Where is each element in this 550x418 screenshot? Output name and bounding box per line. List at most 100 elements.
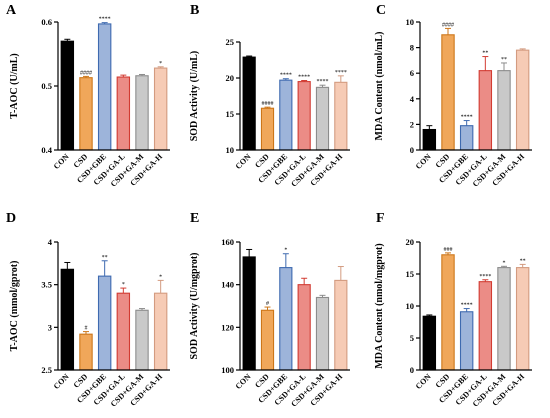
y-tick-label: 10 [226, 145, 235, 155]
bar-csd [79, 77, 93, 151]
y-axis-label: SOD Activity (U/mgprot) [189, 252, 200, 359]
significance-marker: # [85, 326, 88, 332]
bar-csd-ga-l [297, 284, 311, 371]
significance-marker: ** [501, 57, 507, 63]
bar-csd-gbe [279, 79, 293, 151]
y-tick-label: 0 [410, 145, 414, 155]
significance-marker: ** [102, 255, 108, 261]
bar-csd-gbe [279, 267, 293, 371]
significance-marker: **** [461, 303, 473, 309]
significance-marker: * [122, 282, 125, 288]
bar-con [422, 315, 437, 371]
y-tick-label: 15 [226, 109, 235, 119]
y-tick-label: 140 [221, 280, 234, 290]
chart-panel-a: AT-AOC (U/mL)0.40.50.6CON####CSD****CSD+… [6, 3, 170, 189]
significance-marker: #### [80, 70, 92, 76]
y-axis-label: MDA Content (nmol/mgprot) [374, 243, 385, 368]
bar-con [60, 40, 75, 151]
bar-csd-ga-m [135, 309, 149, 371]
y-tick-label: 3.5 [41, 280, 52, 290]
bar-csd-ga-h [153, 292, 168, 371]
bar-csd-ga-h [334, 279, 348, 371]
bar-csd [260, 309, 275, 371]
bar-csd-ga-h [153, 67, 168, 151]
bar-csd-gbe [97, 275, 112, 371]
chart-panel-e: E SOD Activity (U/mgprot) 100 120 140 160 CON #… [189, 211, 350, 409]
bar-csd [441, 254, 455, 371]
category-label: CON [52, 152, 71, 171]
bar-csd-gbe [459, 125, 474, 151]
panel-letter: E [190, 211, 199, 226]
bar-csd-ga-m [135, 75, 149, 151]
significance-marker: #### [442, 22, 454, 28]
y-tick-label: 4 [48, 237, 53, 247]
category-label: CON [52, 372, 71, 391]
y-tick-label: 20 [226, 73, 235, 83]
panel-letter: A [6, 3, 17, 18]
y-tick-label: 3 [48, 322, 52, 332]
bar-csd-ga-l [478, 281, 493, 371]
significance-marker: # [266, 301, 269, 307]
y-tick-label: 15 [406, 269, 415, 279]
panel-letter: B [190, 3, 199, 18]
y-tick-label: 2 [410, 119, 414, 129]
y-tick-label: 25 [226, 37, 235, 47]
bar-csd-ga-l [478, 70, 493, 151]
y-tick-label: 0.4 [41, 145, 52, 155]
bar-csd-ga-l [116, 292, 131, 371]
significance-marker: ** [482, 51, 488, 57]
bar-con [60, 268, 75, 371]
significance-marker: **** [461, 115, 473, 121]
chart-panel-f: F MDA Content (nmol/mgprot) 0 5 10 15 20 CON ###… [374, 211, 532, 409]
bar-csd [260, 107, 275, 151]
bar-csd-ga-m [315, 86, 330, 151]
significance-marker: #### [262, 101, 274, 107]
panel-letter: C [376, 3, 386, 18]
significance-marker: **** [298, 75, 310, 81]
y-tick-label: 0.6 [41, 17, 52, 27]
bar-con [242, 56, 256, 151]
y-axis-label: T-AOC (mmol/gprot) [9, 261, 20, 352]
bar-csd-ga-m [315, 296, 330, 371]
y-tick-label: 160 [221, 237, 234, 247]
significance-marker: * [159, 61, 162, 67]
y-axis-label: SOD Activity (U/mL) [189, 51, 200, 142]
significance-marker: **** [479, 274, 491, 280]
bar-csd-ga-m [497, 70, 511, 151]
y-tick-label: 6 [410, 68, 414, 78]
category-label: CON [234, 372, 253, 391]
y-tick-label: 20 [406, 237, 415, 247]
significance-marker: * [159, 274, 162, 280]
bar-con [422, 128, 437, 151]
bar-csd-gbe [459, 311, 474, 371]
y-tick-label: 10 [406, 17, 415, 27]
y-tick-label: 0 [410, 365, 414, 375]
y-tick-label: 4 [410, 94, 415, 104]
bar-csd-ga-m [497, 267, 511, 371]
significance-marker: ### [444, 247, 453, 253]
significance-marker: **** [280, 73, 292, 79]
panel-letter: F [376, 211, 385, 226]
significance-marker: **** [317, 79, 329, 85]
y-tick-label: 8 [410, 43, 414, 53]
y-tick-label: 120 [221, 322, 234, 332]
category-label: CON [414, 372, 433, 391]
bar-csd-ga-h [515, 267, 530, 371]
significance-marker: **** [335, 70, 347, 76]
y-axis-label: T-AOC (U/mL) [9, 53, 20, 118]
chart-panel-d: DT-AOC (mmol/gprot)2.533.54CON#CSD**CSD+… [6, 211, 170, 409]
category-label: CON [234, 152, 253, 171]
y-axis-label: MDA Content (nmol/mL) [374, 32, 385, 141]
y-tick-label: 5 [410, 333, 414, 343]
bar-csd-ga-l [116, 76, 131, 151]
bar-csd [79, 333, 93, 371]
bar-csd-ga-h [515, 49, 530, 151]
category-label: CON [414, 152, 433, 171]
y-tick-label: 10 [406, 301, 415, 311]
bar-csd [441, 34, 455, 151]
bar-con [242, 256, 256, 371]
y-tick-label: 0.5 [41, 81, 52, 91]
significance-marker: ** [520, 258, 526, 264]
